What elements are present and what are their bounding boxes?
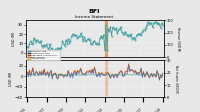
Text: BFI: BFI bbox=[88, 9, 100, 14]
Legend: Revenue TTM ..., Gross Profit TTM ..., Operating Income TTM ..., Net Income ...,: Revenue TTM ..., Gross Profit TTM ..., O… bbox=[27, 50, 60, 60]
Y-axis label: USD (M): USD (M) bbox=[9, 72, 13, 86]
Bar bbox=[105, 60, 107, 97]
Y-axis label: Net Income (USD M): Net Income (USD M) bbox=[174, 65, 178, 93]
Bar bbox=[105, 20, 107, 57]
Y-axis label: Revenue (USD M): Revenue (USD M) bbox=[176, 27, 180, 51]
Text: Income Statement: Income Statement bbox=[75, 15, 113, 19]
Y-axis label: USD (M): USD (M) bbox=[12, 32, 16, 46]
